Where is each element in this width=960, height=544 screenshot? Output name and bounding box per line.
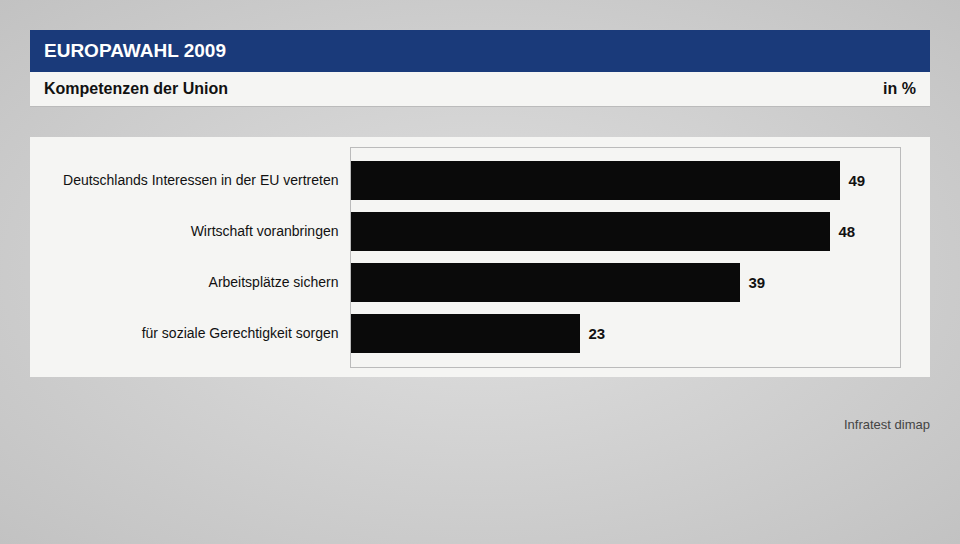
html-text:Kompetenzen der Union: Kompetenzen der Union: [44, 80, 228, 97]
html-text:Infratest dimap: Infratest dimap: [844, 417, 930, 432]
svg-text:Deutschlands Interessen in der: Deutschlands Interessen in der EU vertre…: [63, 172, 338, 188]
svg-text:39: 39: [749, 274, 766, 291]
html-text:EUROPAWAHL 2009: EUROPAWAHL 2009: [44, 40, 226, 61]
html-text:in %: in %: [883, 80, 916, 97]
svg-text:Arbeitsplätze sichern: Arbeitsplätze sichern: [209, 274, 339, 290]
svg-text:Wirtschaft voranbringen: Wirtschaft voranbringen: [191, 223, 339, 239]
svg-text:für soziale Gerechtigkeit sorg: für soziale Gerechtigkeit sorgen: [142, 325, 339, 341]
svg-text:49: 49: [849, 172, 866, 189]
svg-text:23: 23: [589, 325, 606, 342]
svg-text:48: 48: [839, 223, 856, 240]
